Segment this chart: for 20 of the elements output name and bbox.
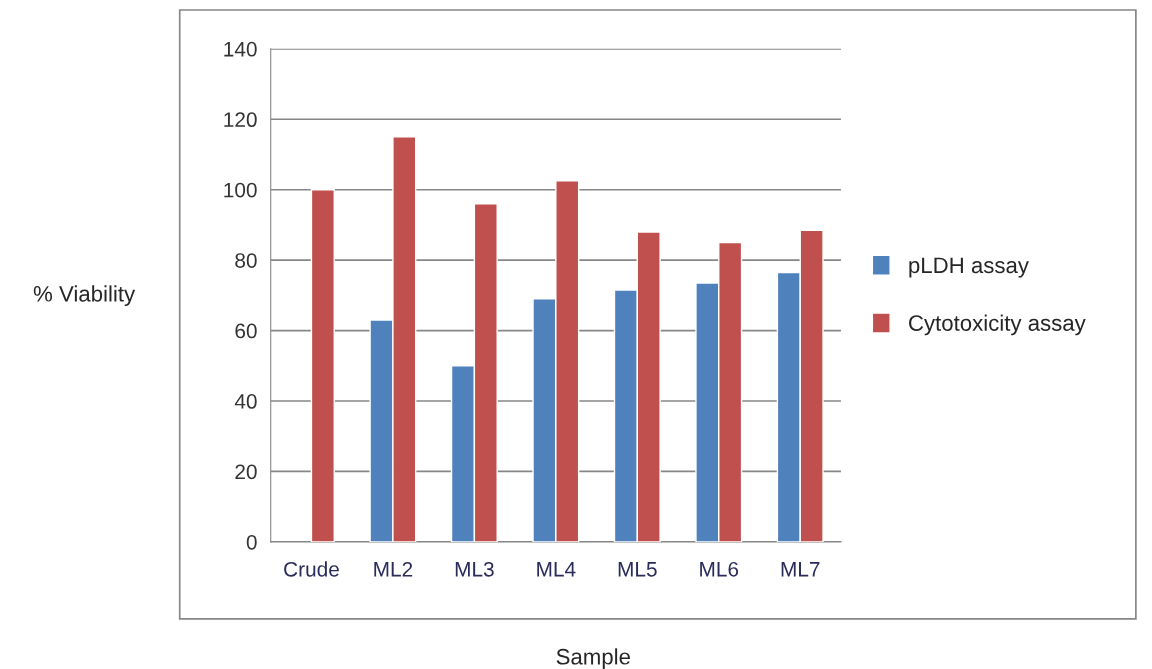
x-tick-label: ML6 bbox=[700, 561, 739, 577]
x-tick-label: ML4 bbox=[537, 562, 576, 577]
legend-label: Cytotoxicity assay bbox=[909, 314, 1086, 336]
x-axis-title: Sample bbox=[556, 648, 630, 669]
y-tick-label: 140 bbox=[224, 41, 257, 57]
y-tick-label: 20 bbox=[235, 464, 257, 480]
y-tick-label: 120 bbox=[224, 112, 257, 128]
x-tick-label: Crude bbox=[284, 561, 339, 577]
y-axis-title: % Viability bbox=[33, 285, 136, 307]
bar bbox=[310, 189, 335, 542]
y-tick-label: 80 bbox=[235, 253, 257, 268]
x-tick-label: ML7 bbox=[781, 562, 820, 577]
y-tick-label: 40 bbox=[234, 394, 257, 409]
x-tick-label: ML5 bbox=[618, 562, 657, 577]
legend-label: pLDH assay bbox=[909, 257, 1029, 278]
y-tick-label: 0 bbox=[246, 534, 257, 550]
x-tick-label: ML3 bbox=[455, 561, 494, 577]
y-tick-label: 60 bbox=[235, 323, 257, 339]
y-tick-label: 100 bbox=[224, 182, 257, 198]
x-tick-label: ML2 bbox=[374, 561, 413, 577]
